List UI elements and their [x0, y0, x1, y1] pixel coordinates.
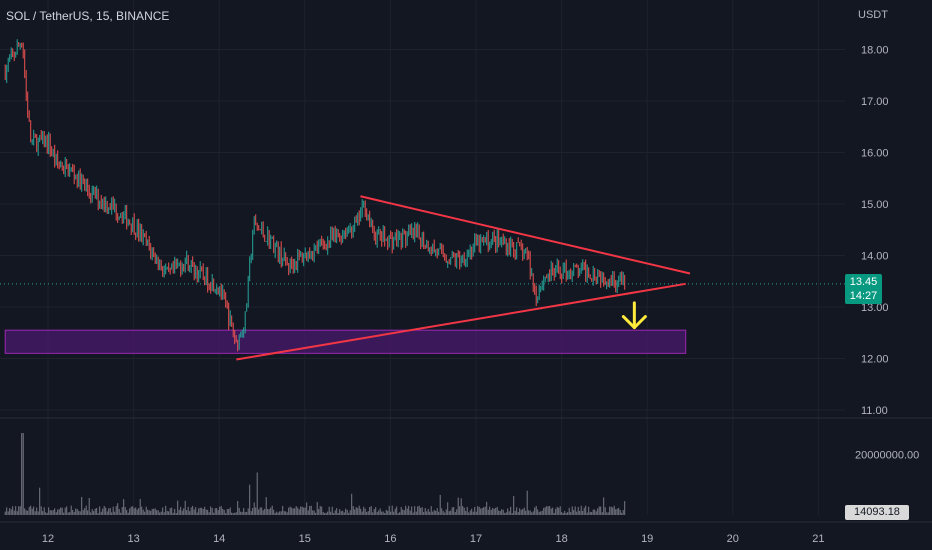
arrow-head — [621, 315, 647, 330]
price-tick-label: 14.00 — [861, 251, 889, 263]
bar-countdown: 14:27 — [849, 290, 878, 302]
date-tick-label: 13 — [127, 533, 139, 545]
price-tick-label: 13.00 — [861, 302, 889, 314]
trendlines — [236, 195, 691, 361]
candles — [4, 39, 626, 352]
price-tick-label: 15.00 — [861, 199, 889, 211]
price-tick-label: 11.00 — [861, 405, 888, 417]
price-tick-label: 18.00 — [861, 45, 889, 57]
volume-bars — [4, 433, 626, 515]
date-tick-label: 20 — [727, 533, 739, 545]
date-tick-label: 18 — [555, 533, 567, 545]
last-price-badge: 13.45 14:27 — [845, 274, 882, 304]
axes: 11.00 12.00 13.00 14.00 15.00 16.00 17.00 18.00… — [42, 45, 919, 546]
price-tick-label: 12.00 — [861, 354, 889, 366]
trendline-upper — [360, 195, 691, 275]
date-tick-label: 14 — [213, 533, 225, 545]
volume-tick-label: 20000000.00 — [855, 449, 919, 461]
date-tick-label: 17 — [470, 533, 482, 545]
date-tick-label: 21 — [812, 533, 824, 545]
price-tick-label: 17.00 — [861, 96, 889, 108]
currency-label: USDT — [858, 9, 888, 21]
chart-title: SOL / TetherUS, 15, BINANCE — [6, 9, 170, 23]
date-tick-label: 12 — [42, 533, 54, 545]
date-tick-label: 16 — [384, 533, 396, 545]
down-arrow-icon — [621, 301, 647, 330]
grid — [0, 0, 932, 523]
last-price-value: 13.45 — [849, 276, 878, 288]
trendline-lower — [236, 282, 686, 361]
date-tick-label: 19 — [641, 533, 653, 545]
price-tick-label: 16.00 — [861, 148, 889, 160]
date-tick-label: 15 — [299, 533, 311, 545]
last-volume-badge: 14093.18 — [845, 505, 909, 520]
